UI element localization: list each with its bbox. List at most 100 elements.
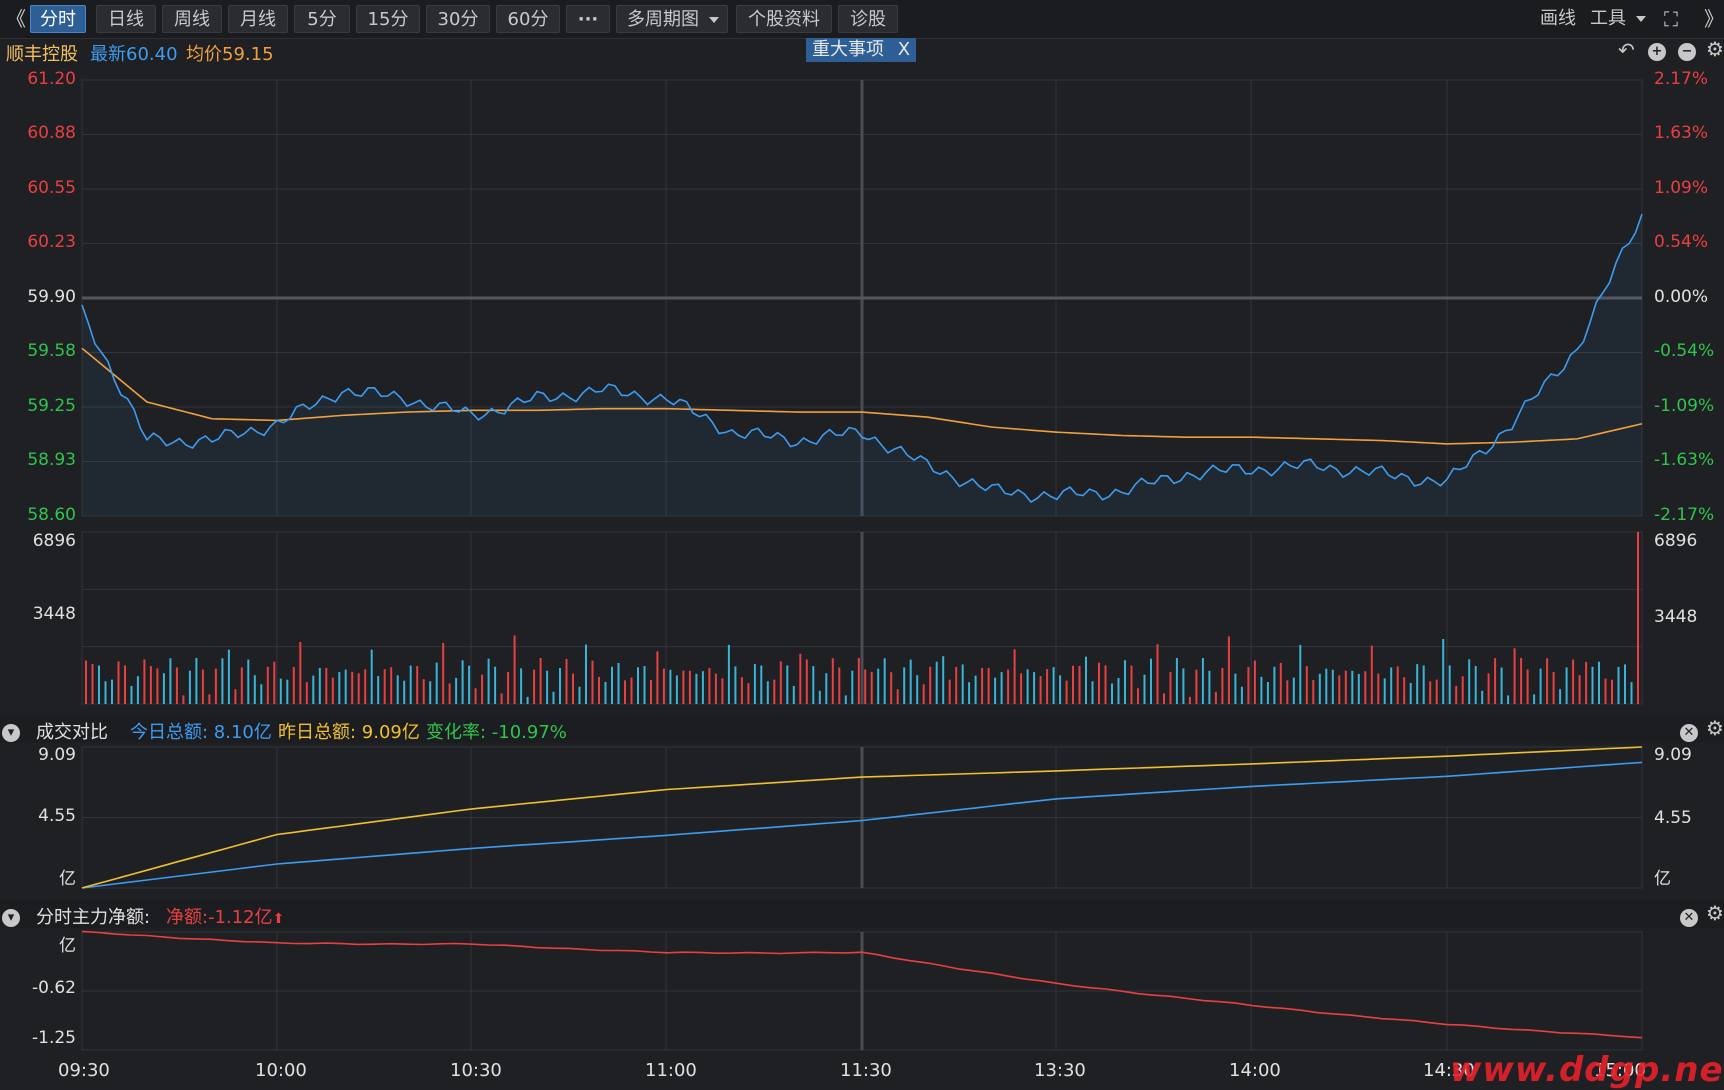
stock-profile-button[interactable]: 个股资料 xyxy=(736,5,832,33)
volume-bar xyxy=(1364,671,1367,704)
volume-bar xyxy=(455,677,458,704)
nav-left-icon[interactable]: 《 xyxy=(6,7,26,31)
diagnose-button[interactable]: 诊股 xyxy=(838,5,898,33)
volume-bar xyxy=(559,668,561,704)
volume-tick: 6896 xyxy=(1654,531,1698,551)
tab-5min[interactable]: 5分 xyxy=(294,5,350,33)
amount-tick: 9.09 xyxy=(1654,745,1692,765)
volume-bar xyxy=(1318,673,1321,704)
volume-bar xyxy=(1286,680,1289,704)
gear-icon[interactable]: ⚙ xyxy=(1706,901,1724,925)
volume-bar xyxy=(792,685,795,704)
yesterday-amount: 昨日总额: 9.09亿 xyxy=(278,722,420,743)
price-tick: 58.60 xyxy=(27,505,76,525)
volume-bar xyxy=(1078,665,1081,704)
volume-bar xyxy=(1266,682,1269,704)
price-tick: 60.55 xyxy=(27,178,76,198)
zoom-in-icon[interactable]: + xyxy=(1648,39,1666,61)
volume-bar xyxy=(1429,681,1432,704)
gear-icon[interactable]: ⚙ xyxy=(1706,37,1724,61)
volume-bar xyxy=(922,684,925,704)
volume-bar xyxy=(1331,669,1334,704)
volume-bar xyxy=(981,667,984,704)
more-button[interactable]: ··· xyxy=(566,5,610,33)
time-tick: 11:30 xyxy=(840,1060,892,1081)
close-icon[interactable]: ✕ xyxy=(1680,905,1698,927)
volume-bar xyxy=(1052,667,1055,704)
percent-tick: 1.63% xyxy=(1654,123,1709,143)
volume-bar xyxy=(669,669,672,704)
volume-bar xyxy=(877,668,880,704)
tools-dropdown[interactable]: 工具 xyxy=(1590,5,1646,33)
volume-bar xyxy=(539,658,542,704)
volume-bar xyxy=(1279,663,1282,704)
volume-bar xyxy=(487,658,490,704)
multi-period-dropdown[interactable]: 多周期图 xyxy=(616,5,728,33)
volume-bar xyxy=(1611,679,1613,704)
volume-bar xyxy=(1221,668,1224,704)
collapse-icon[interactable]: ▾ xyxy=(2,720,20,742)
volume-bar xyxy=(117,661,120,704)
tab-60min[interactable]: 60分 xyxy=(496,5,560,33)
volume-bar xyxy=(1338,675,1341,704)
volume-bar xyxy=(169,658,172,704)
tab-timeshare[interactable]: 分时 xyxy=(30,5,86,33)
draw-line-button[interactable]: 画线 xyxy=(1540,8,1576,29)
info-bar: 顺丰控股 最新60.40 均价59.15 重大事项 X ↶ + − ⚙ xyxy=(0,37,1724,65)
volume-bar xyxy=(552,691,555,704)
volume-bar xyxy=(1559,689,1562,704)
volume-bar xyxy=(1201,658,1204,704)
tab-15min[interactable]: 15分 xyxy=(356,5,420,33)
volume-bar xyxy=(1214,691,1217,704)
volume-bar xyxy=(104,681,107,704)
volume-bar xyxy=(111,679,113,704)
volume-bar xyxy=(1422,665,1425,704)
tab-weekly[interactable]: 周线 xyxy=(162,5,222,33)
volume-bar xyxy=(1468,659,1471,704)
percent-tick: 0.54% xyxy=(1654,232,1709,252)
amount-panel-header: ▾ 成交对比 今日总额: 8.10亿 昨日总额: 9.09亿 变化率: -10.… xyxy=(0,715,1724,743)
zoom-out-icon[interactable]: − xyxy=(1678,39,1696,61)
volume-bar xyxy=(247,659,250,704)
tab-daily[interactable]: 日线 xyxy=(96,5,156,33)
tools-label: 工具 xyxy=(1590,8,1626,29)
volume-bar xyxy=(520,668,523,704)
volume-bar xyxy=(1461,676,1464,704)
volume-bar xyxy=(585,644,587,704)
caret-down-icon xyxy=(709,17,719,23)
volume-bar xyxy=(1033,672,1036,704)
undo-icon[interactable]: ↶ xyxy=(1618,38,1635,62)
volume-bar xyxy=(1253,660,1256,704)
nav-right-icon[interactable]: 》 xyxy=(1704,7,1724,31)
volume-bar xyxy=(1046,669,1049,704)
volume-bar xyxy=(825,673,828,704)
major-event-tag[interactable]: 重大事项 X xyxy=(806,38,917,62)
tab-monthly[interactable]: 月线 xyxy=(228,5,288,33)
volume-bar xyxy=(864,669,867,704)
volume-bar xyxy=(903,667,906,704)
today-amount: 今日总额: 8.10亿 xyxy=(130,722,272,743)
tab-30min[interactable]: 30分 xyxy=(426,5,490,33)
volume-bar xyxy=(948,679,951,704)
volume-bar xyxy=(364,669,367,704)
volume-bar xyxy=(591,660,594,704)
volume-bar xyxy=(1598,661,1600,704)
volume-bar xyxy=(572,673,574,704)
gear-icon[interactable]: ⚙ xyxy=(1706,716,1724,740)
volume-bar xyxy=(630,677,633,704)
close-icon[interactable]: ✕ xyxy=(1680,720,1698,742)
close-icon[interactable]: X xyxy=(897,39,911,60)
volume-bar xyxy=(175,667,178,704)
volume-bar xyxy=(468,665,471,704)
fullscreen-icon[interactable]: ⛶ xyxy=(1664,7,1678,31)
volume-bar xyxy=(344,669,347,704)
volume-bar xyxy=(1435,679,1438,704)
volume-bar xyxy=(942,656,945,704)
amount-unit: 亿 xyxy=(59,869,76,889)
volume-bar xyxy=(1111,683,1113,704)
volume-bar xyxy=(1578,675,1581,704)
volume-bar xyxy=(156,668,159,704)
volume-bar xyxy=(643,666,646,704)
volume-bar xyxy=(1513,648,1516,704)
collapse-icon[interactable]: ▾ xyxy=(2,905,20,927)
